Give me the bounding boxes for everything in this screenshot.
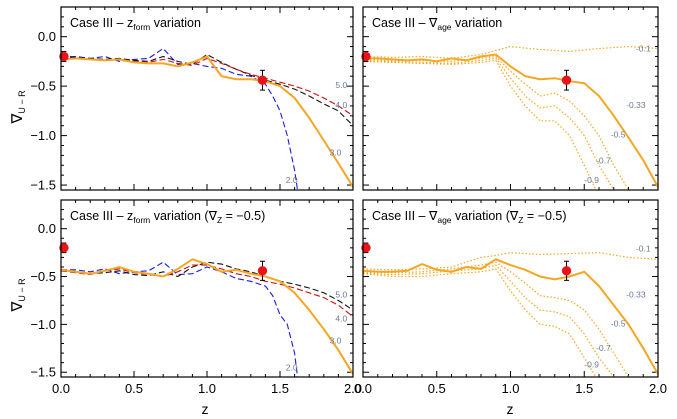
panel-1: 0.0 −0.5 −1.0 −1.5 2.0 3.0 4.0 5.0 Case III – zf… [30,6,354,193]
panel-frame [60,6,354,191]
series-label: -0.1 [636,44,651,54]
x-tick-label: 1.5 [271,381,289,396]
series-label: -0.33 [626,100,646,110]
panel-title-part: Z [518,215,523,225]
panel-title-part: age [437,22,451,32]
y-tick-label: −1.0 [30,317,56,332]
series-group [363,251,658,377]
series-label: 4.0 [335,314,347,324]
series-line-2 [61,261,353,311]
y-axis-label-top: ∇U − R [9,90,27,125]
series-line-3 [363,55,630,190]
x-tick-label: 1.0 [198,381,216,396]
panel-title: Case III – zform variation [70,16,201,32]
series-line-1 [363,251,658,271]
observation-point-1 [59,51,69,62]
y-tick-label: −1.5 [30,178,56,193]
panel-title-part: Case III – ∇ [372,209,438,223]
series-line-4 [363,264,615,377]
y-axis-label-top-subscript: U − R [17,90,27,114]
series-label: 5.0 [335,80,347,90]
series-label: 3.0 [330,336,342,346]
x-tick-label: 1.0 [501,381,519,396]
series-label: 2.0 [286,362,298,372]
y-tick-label: −1.5 [30,365,56,380]
series-label: -0.9 [584,359,599,369]
series-label: 4.0 [335,100,347,110]
panel-title-part: = −0.5) [523,209,566,223]
panel-title-part: Case III – z [70,209,133,223]
series-label: 2.0 [286,175,298,185]
observation-point-1 [361,51,371,62]
x-axis-label-right: z [507,401,514,417]
series-label: -0.5 [611,130,626,140]
x-tick-label: 0.5 [125,381,143,396]
y-tick-label: 0.0 [38,221,56,236]
panel-frame [362,199,659,378]
series-line-2 [363,53,658,188]
panel-title-part: age [437,215,451,225]
series-label: -0.33 [626,290,646,300]
panel-3: 0.0 0.5 1.0 1.5 2.0 0.0 −0.5 −1.0 −1.5 2.0 3.0 4.0 5… [30,199,362,396]
panel-title-part: = −0.5) [222,209,265,223]
x-tick-label: 0.0 [52,381,70,396]
observation-point-1 [59,243,69,253]
panel-frame [362,6,659,191]
panel-title-part: variation [452,16,503,30]
series-label: -0.9 [584,175,599,185]
panel-title-part: form [133,22,150,32]
observation-point-2 [561,75,572,85]
series-line-4 [61,258,353,375]
y-tick-label: −0.5 [30,79,56,94]
y-tick-label: 0.0 [38,29,56,44]
panel-title-part: variation (∇ [150,209,217,223]
panel-title: Case III – ∇age variation [372,16,502,32]
x-tick-label: 0.5 [428,381,446,396]
series-line-4 [363,57,615,190]
x-tick-label: 2.0 [649,381,667,396]
panel-title-part: Z [217,215,222,225]
panel-2: -0.1 -0.33 -0.5 -0.7 -0.9 Case III – ∇age var… [361,6,659,191]
observation-point-2 [561,266,572,276]
series-group [363,45,658,190]
series-line-5 [363,268,597,377]
series-group [61,258,353,377]
series-label: 5.0 [335,290,347,300]
panel-title-part: Case III – z [70,16,133,30]
observation-point-2 [257,266,268,276]
series-group [61,47,353,190]
y-tick-label: −0.5 [30,269,56,284]
series-line-3 [363,261,630,377]
panel-title: Case III – ∇age variation (∇Z = −0.5) [372,209,567,225]
series-line-3 [61,57,353,117]
series-line-4 [61,55,353,188]
series-label: -0.5 [611,318,626,328]
panel-4: 0.0 0.5 1.0 1.5 2.0 -0.1 -0.33 -0.5 -0.7 -0.9 Case… [354,199,667,396]
x-axis-label-left: z [202,401,209,417]
x-tick-label: 0.0 [354,381,372,396]
observation-point-2 [257,75,268,85]
series-line-2 [61,53,353,127]
series-label: -0.1 [636,244,651,254]
series-line-1 [61,47,299,190]
y-axis-label-bottom: ∇U − R [9,278,27,313]
panel-title-part: form [133,215,150,225]
x-tick-label: 2.0 [344,381,362,396]
series-label: 3.0 [330,147,342,157]
panel-title: Case III – zform variation (∇Z = −0.5) [70,209,265,225]
panel-title-part: Case III – ∇ [372,16,438,30]
x-tick-label: 1.5 [575,381,593,396]
y-axis-label-bottom-subscript: U − R [17,278,27,302]
panel-title-part: variation [150,16,201,30]
series-label: -0.7 [596,155,611,165]
series-line-2 [363,258,658,375]
observation-point-1 [361,243,371,253]
panel-title-part: variation (∇ [452,209,519,223]
series-label: -0.7 [596,343,611,353]
series-line-1 [363,45,658,60]
y-tick-label: −1.0 [30,128,56,143]
panel-frame [60,199,354,378]
